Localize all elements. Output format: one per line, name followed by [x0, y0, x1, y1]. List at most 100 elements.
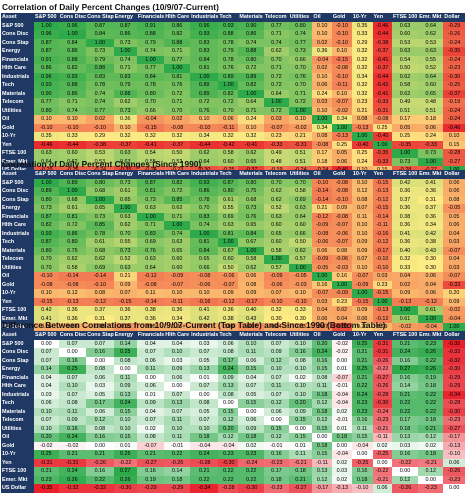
heatmap-cell: -0.08	[34, 280, 59, 289]
heatmap-cell: 0.27	[392, 365, 419, 374]
heatmap-cell: 0.07	[113, 289, 137, 298]
heatmap-cell: 0.16	[58, 356, 87, 365]
matrix-row: FTSE 100 0.63 0.60 0.53 0.63 0.54 0.50 0.62 0.58…	[1, 149, 465, 158]
heatmap-cell: 0.71	[238, 106, 265, 115]
heatmap-cell: 0.64	[190, 157, 219, 166]
heatmap-cell: 0.01	[331, 365, 352, 374]
heatmap-cell: 0.16	[264, 450, 289, 459]
heatmap-cell: 0.10	[238, 339, 265, 348]
heatmap-cell: -0.25	[443, 81, 465, 90]
row-label: Cons Disc	[1, 348, 35, 357]
heatmap-cell: 0.75	[58, 246, 87, 255]
heatmap-cell: 0.72	[288, 98, 313, 107]
heatmap-cell: 1.00	[58, 187, 87, 196]
heatmap-cell: 0.13	[392, 433, 419, 442]
heatmap-cell: -0.13	[372, 187, 392, 196]
heatmap-cell: -0.05	[288, 272, 313, 281]
heatmap-cell: -0.44	[58, 140, 87, 149]
heatmap-cell: 0.69	[86, 263, 114, 272]
heatmap-cell: -0.26	[443, 30, 465, 39]
header-row: Asset S&P 500 Cons Disc Cons Stap Energy Fina…	[1, 331, 465, 340]
heatmap-cell: 0.09	[351, 246, 373, 255]
heatmap-cell: 0.15	[238, 399, 265, 408]
heatmap-cell: 0.81	[58, 212, 87, 221]
heatmap-cell: 0.63	[113, 263, 137, 272]
row-label: US Dollar	[1, 484, 35, 493]
heatmap-cell: 0.41	[392, 229, 419, 238]
heatmap-cell: 0.23	[418, 339, 444, 348]
heatmap-cell: 0.07	[264, 289, 289, 298]
heatmap-cell: 0.70	[264, 178, 289, 187]
heatmap-cell: -0.27	[443, 157, 465, 166]
heatmap-cell: -0.33	[264, 140, 289, 149]
heatmap-cell: 0.24	[58, 467, 87, 476]
heatmap-cell: -0.10	[331, 21, 352, 30]
row-label: US Dollar	[1, 323, 35, 332]
heatmap-cell: 0.88	[218, 30, 239, 39]
heatmap-cell: 0.00	[312, 433, 332, 442]
row-label: FTSE 100	[1, 149, 35, 158]
heatmap-cell: -0.24	[443, 115, 465, 124]
heatmap-cell: 0.10	[351, 178, 373, 187]
heatmap-cell: 0.08	[443, 195, 465, 204]
heatmap-cell: -0.25	[351, 458, 373, 467]
heatmap-cell: 0.74	[238, 38, 265, 47]
matrix-row: Energy 0.14 0.25 0.08 0.00 0.11 0.09 0.13 0.24 0.…	[1, 365, 465, 374]
heatmap-cell: 0.00	[136, 373, 165, 382]
heatmap-cell: -0.17	[372, 246, 392, 255]
row-label: Utilities	[1, 263, 35, 272]
heatmap-cell: 0.09	[136, 399, 165, 408]
heatmap-cell: 0.00	[113, 365, 137, 374]
heatmap-cell: -0.16	[372, 229, 392, 238]
heatmap-cell: 1.00	[372, 140, 392, 149]
heatmap-cell: -0.05	[443, 204, 465, 213]
heatmap-cell: 0.62	[264, 187, 289, 196]
heatmap-cell: 0.38	[136, 306, 165, 315]
column-header: Tech	[218, 170, 239, 179]
heatmap-cell: 0.20	[34, 433, 59, 442]
heatmap-cell: 0.16	[86, 467, 114, 476]
heatmap-cell: -0.07	[331, 221, 352, 230]
heatmap-cell: -0.22	[372, 467, 392, 476]
heatmap-cell: 0.51	[392, 106, 419, 115]
heatmap-cell: 0.20	[288, 399, 313, 408]
heatmap-cell: 0.61	[113, 187, 137, 196]
row-label: Tech	[1, 81, 35, 90]
heatmap-cell: 0.27	[113, 467, 137, 476]
heatmap-cell: 0.87	[218, 178, 239, 187]
heatmap-cell: 0.64	[264, 89, 289, 98]
heatmap-cell: 0.08	[58, 399, 87, 408]
heatmap-cell: 0.03	[164, 356, 191, 365]
heatmap-cell: 0.10	[113, 424, 137, 433]
column-header: 10-Yr	[351, 331, 373, 340]
heatmap-cell: 1.00	[331, 123, 352, 132]
matrix-row: Cons Disc 0.96 1.00 0.84 0.86 0.88 0.82 0.93 0.8…	[1, 30, 465, 39]
heatmap-cell: -0.32	[86, 484, 114, 493]
heatmap-cell: 0.60	[392, 30, 419, 39]
row-label: Oil	[1, 433, 35, 442]
heatmap-cell: -0.07	[264, 123, 289, 132]
heatmap-cell: 0.21	[136, 450, 165, 459]
matrix-row: S&P 500 0.00 0.07 0.07 0.14 0.04 0.04 0.03 0.06 0…	[1, 339, 465, 348]
heatmap-cell: -0.13	[443, 441, 465, 450]
heatmap-cell: 0.03	[331, 467, 352, 476]
heatmap-cell: 0.51	[288, 157, 313, 166]
heatmap-cell: 0.74	[190, 221, 219, 230]
heatmap-cell: 0.17	[392, 416, 419, 425]
heatmap-cell: 0.32	[351, 55, 373, 64]
heatmap-cell: 0.62	[86, 255, 114, 264]
heatmap-cell: 0.36	[392, 187, 419, 196]
heatmap-cell: 0.75	[238, 187, 265, 196]
heatmap-cell: 0.10	[58, 115, 87, 124]
heatmap-cell: 0.93	[58, 72, 87, 81]
heatmap-cell: 0.37	[86, 306, 114, 315]
heatmap-cell: 0.33	[288, 306, 313, 315]
heatmap-cell: 0.00	[331, 356, 352, 365]
heatmap-cell: 0.15	[312, 365, 332, 374]
heatmap-cell: 0.06	[351, 314, 373, 323]
heatmap-cell: 0.36	[418, 212, 444, 221]
heatmap-cell: 0.09	[351, 238, 373, 247]
heatmap-cell: 0.15	[113, 433, 137, 442]
heatmap-cell: 0.78	[218, 38, 239, 47]
heatmap-cell: 0.13	[164, 399, 191, 408]
